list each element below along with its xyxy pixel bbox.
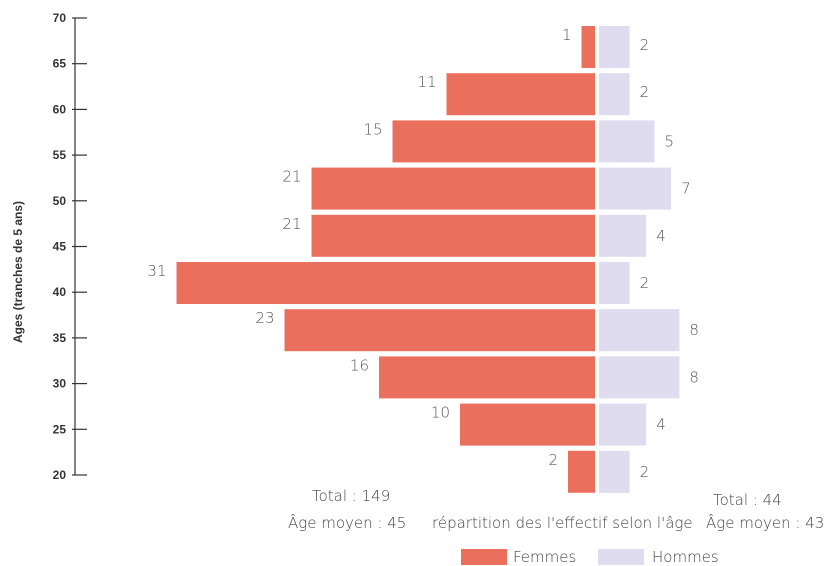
bar-hommes	[599, 309, 680, 352]
bar-hommes	[599, 73, 630, 116]
bar-femmes	[581, 26, 595, 68]
y-tick-label: 50	[53, 194, 67, 208]
data-label-hommes: 2	[640, 463, 650, 481]
bar-femmes	[284, 309, 595, 352]
y-tick-label: 45	[53, 240, 67, 254]
bar-femmes	[311, 214, 595, 257]
bar-femmes	[446, 73, 595, 116]
y-tick-label: 30	[53, 377, 67, 391]
y-tick-label: 25	[53, 422, 67, 436]
data-label-femmes: 16	[350, 356, 369, 374]
bars	[176, 26, 680, 493]
y-tick-label: 40	[53, 285, 67, 299]
bar-femmes	[392, 120, 595, 163]
data-label-femmes: 2	[548, 451, 558, 469]
y-tick-label: 70	[53, 11, 67, 25]
data-label-hommes: 2	[640, 83, 650, 101]
bar-hommes	[599, 214, 647, 257]
bar-femmes	[460, 403, 595, 446]
y-axis-label: Ages (tranches de 5 ans)	[11, 201, 25, 343]
data-label-femmes: 10	[431, 404, 450, 422]
data-label-hommes: 4	[656, 416, 666, 434]
data-label-femmes: 21	[282, 168, 301, 186]
legend-label-femmes: Femmes	[513, 548, 577, 566]
data-label-femmes: 1	[562, 26, 572, 44]
bar-hommes	[599, 167, 672, 210]
data-label-femmes: 31	[147, 262, 166, 280]
data-label-femmes: 21	[282, 215, 301, 233]
y-tick-label: 35	[53, 331, 67, 345]
data-label-hommes: 8	[689, 368, 699, 386]
legend-swatch-femmes	[461, 549, 507, 565]
data-label-femmes: 11	[417, 73, 436, 91]
bar-femmes	[176, 262, 595, 304]
hommes-total: Total : 44	[713, 491, 782, 509]
y-tick-label: 20	[53, 468, 67, 482]
bar-hommes	[599, 120, 655, 163]
legend-label-hommes: Hommes	[652, 548, 719, 566]
data-label-hommes: 4	[656, 227, 666, 245]
data-label-hommes: 5	[665, 132, 675, 150]
bar-hommes	[599, 262, 630, 304]
y-axis: 20 25 30 35 40 45 50 55 60 65 70	[53, 11, 87, 482]
data-label-hommes: 2	[640, 274, 650, 292]
hommes-average-age: Âge moyen : 43	[706, 514, 825, 532]
y-tick-label: 60	[53, 102, 67, 116]
data-label-hommes: 2	[640, 36, 650, 54]
femmes-average-age: Âge moyen : 45	[288, 514, 407, 532]
bar-hommes	[599, 403, 647, 446]
bar-femmes	[311, 167, 595, 210]
bar-hommes	[599, 356, 680, 399]
femmes-total: Total : 149	[312, 487, 391, 505]
data-labels: 1 2 11 2 15 5 21 7 21 4 31 2 23 8 16 8 10 4 2 2	[147, 26, 699, 481]
chart-caption: répartition des l'effectif selon l'âge	[432, 514, 693, 532]
y-tick-label: 65	[53, 57, 67, 71]
legend-swatch-hommes	[598, 549, 644, 565]
data-label-hommes: 7	[681, 180, 691, 198]
bar-femmes	[379, 356, 595, 399]
bar-femmes	[568, 450, 595, 493]
data-label-femmes: 15	[363, 120, 382, 138]
y-tick-label: 55	[53, 148, 67, 162]
bar-hommes	[599, 450, 630, 493]
data-label-femmes: 23	[255, 309, 274, 327]
bar-hommes	[599, 26, 630, 68]
data-label-hommes: 8	[689, 321, 699, 339]
